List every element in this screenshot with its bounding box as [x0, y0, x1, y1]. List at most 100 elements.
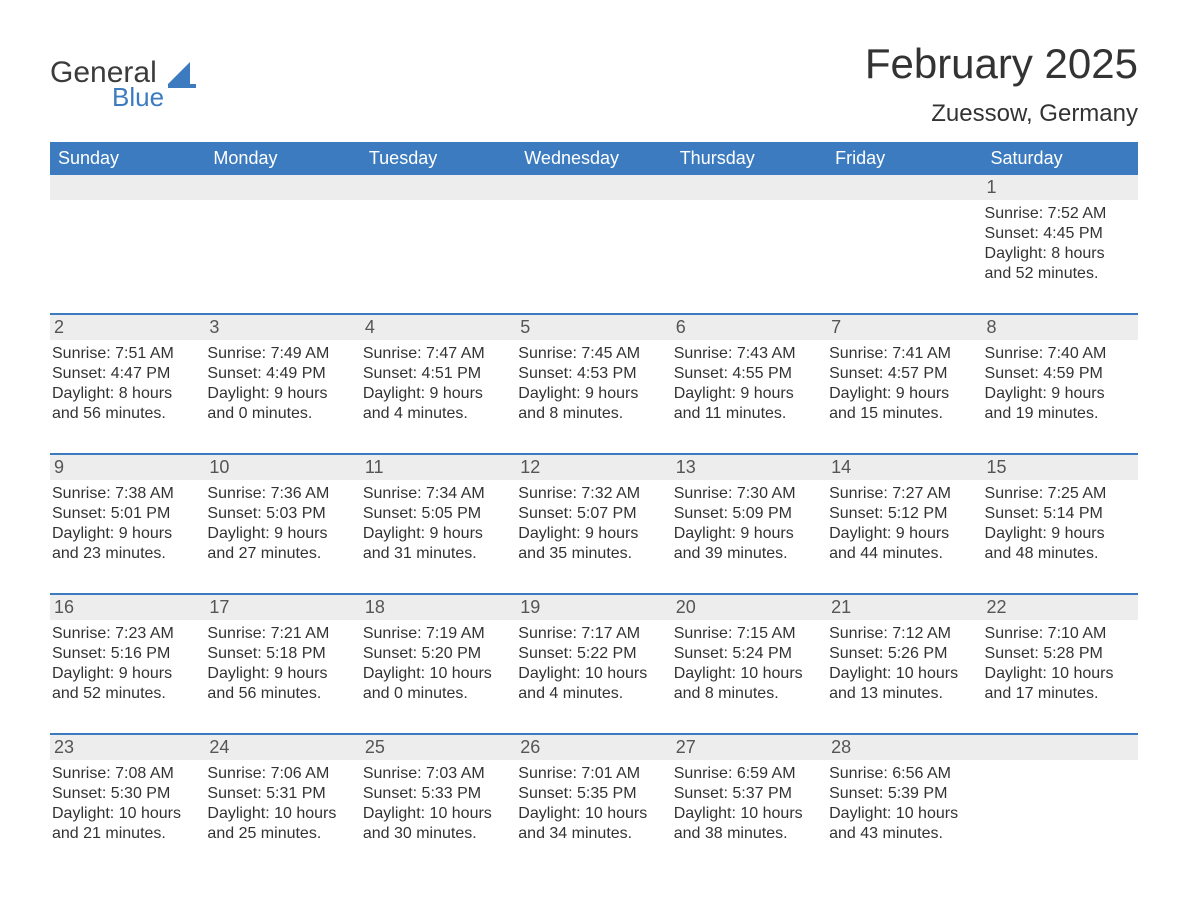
day-details: Sunrise: 7:51 AMSunset: 4:47 PMDaylight:…	[50, 344, 201, 424]
calendar-day: 20 Sunrise: 7:15 AMSunset: 5:24 PMDayligh…	[672, 595, 827, 715]
day-details: Sunrise: 7:41 AMSunset: 4:57 PMDaylight:…	[827, 344, 978, 424]
day-details: Sunrise: 7:12 AMSunset: 5:26 PMDaylight:…	[827, 624, 978, 704]
day-details: Sunrise: 7:01 AMSunset: 5:35 PMDaylight:…	[516, 764, 667, 844]
day-number: 19	[516, 595, 671, 620]
day-details: Sunrise: 7:38 AMSunset: 5:01 PMDaylight:…	[50, 484, 201, 564]
calendar-day: 14Sunrise: 7:27 AMSunset: 5:12 PMDayligh…	[827, 455, 982, 575]
calendar-day	[516, 175, 671, 295]
day-number	[361, 175, 516, 200]
calendar-day: 5 Sunrise: 7:45 AMSunset: 4:53 PMDaylight…	[516, 315, 671, 435]
day-number: 24	[205, 735, 360, 760]
calendar-day: 10 Sunrise: 7:36 AMSunset: 5:03 PMDayligh…	[205, 455, 360, 575]
calendar-day: 28 Sunrise: 6:56 AMSunset: 5:39 PMDayligh…	[827, 735, 982, 855]
calendar-day: 9Sunrise: 7:38 AMSunset: 5:01 PMDaylight…	[50, 455, 205, 575]
calendar-day: 19 Sunrise: 7:17 AMSunset: 5:22 PMDayligh…	[516, 595, 671, 715]
calendar-day: 12 Sunrise: 7:32 AMSunset: 5:07 PMDayligh…	[516, 455, 671, 575]
dow-tuesday: Tuesday	[361, 142, 516, 175]
calendar-day: 15 Sunrise: 7:25 AMSunset: 5:14 PMDayligh…	[983, 455, 1138, 575]
calendar-day	[827, 175, 982, 295]
calendar-day: 25Sunrise: 7:03 AMSunset: 5:33 PMDayligh…	[361, 735, 516, 855]
day-number: 2	[50, 315, 205, 340]
calendar-day: 24 Sunrise: 7:06 AMSunset: 5:31 PMDayligh…	[205, 735, 360, 855]
day-number: 5	[516, 315, 671, 340]
dow-thursday: Thursday	[672, 142, 827, 175]
calendar-day: 23 Sunrise: 7:08 AMSunset: 5:30 PMDayligh…	[50, 735, 205, 855]
day-details: Sunrise: 7:06 AMSunset: 5:31 PMDaylight:…	[205, 764, 356, 844]
day-details: Sunrise: 7:40 AMSunset: 4:59 PMDaylight:…	[983, 344, 1134, 424]
day-number: 26	[516, 735, 671, 760]
day-number: 22	[983, 595, 1138, 620]
dow-saturday: Saturday	[983, 142, 1138, 175]
day-number: 27	[672, 735, 827, 760]
day-details: Sunrise: 7:47 AMSunset: 4:51 PMDaylight:…	[361, 344, 512, 424]
day-number: 6	[672, 315, 827, 340]
calendar-day: 8 Sunrise: 7:40 AMSunset: 4:59 PMDaylight…	[983, 315, 1138, 435]
day-number	[827, 175, 982, 200]
day-details: Sunrise: 6:56 AMSunset: 5:39 PMDaylight:…	[827, 764, 978, 844]
day-number: 3	[205, 315, 360, 340]
day-number: 4	[361, 315, 516, 340]
calendar-day: 2 Sunrise: 7:51 AMSunset: 4:47 PMDaylight…	[50, 315, 205, 435]
page-title: February 2025	[865, 40, 1138, 88]
day-number	[50, 175, 205, 200]
location-label: Zuessow, Germany	[865, 100, 1138, 128]
weeks-container: 1Sunrise: 7:52 AMSunset: 4:45 PMDaylight…	[50, 175, 1138, 855]
calendar-day	[361, 175, 516, 295]
day-details: Sunrise: 7:36 AMSunset: 5:03 PMDaylight:…	[205, 484, 356, 564]
dow-wednesday: Wednesday	[516, 142, 671, 175]
calendar-grid: Sunday Monday Tuesday Wednesday Thursday…	[50, 142, 1138, 855]
day-number: 25	[361, 735, 516, 760]
day-number	[205, 175, 360, 200]
day-number: 11	[361, 455, 516, 480]
day-number: 14	[827, 455, 982, 480]
calendar-day: 4 Sunrise: 7:47 AMSunset: 4:51 PMDaylight…	[361, 315, 516, 435]
calendar-day: 11 Sunrise: 7:34 AMSunset: 5:05 PMDayligh…	[361, 455, 516, 575]
day-details: Sunrise: 7:25 AMSunset: 5:14 PMDaylight:…	[983, 484, 1134, 564]
day-details: Sunrise: 7:08 AMSunset: 5:30 PMDaylight:…	[50, 764, 201, 844]
dow-sunday: Sunday	[50, 142, 205, 175]
day-number	[983, 735, 1138, 760]
header-row: General Blue February 2025 Zuessow, Germ…	[50, 40, 1138, 128]
day-details: Sunrise: 7:34 AMSunset: 5:05 PMDaylight:…	[361, 484, 512, 564]
day-details: Sunrise: 7:32 AMSunset: 5:07 PMDaylight:…	[516, 484, 667, 564]
day-number: 17	[205, 595, 360, 620]
day-number: 28	[827, 735, 982, 760]
day-details: Sunrise: 7:19 AMSunset: 5:20 PMDaylight:…	[361, 624, 512, 704]
day-details: Sunrise: 7:49 AMSunset: 4:49 PMDaylight:…	[205, 344, 356, 424]
dow-monday: Monday	[205, 142, 360, 175]
calendar-day: 3 Sunrise: 7:49 AMSunset: 4:49 PMDaylight…	[205, 315, 360, 435]
day-details: Sunrise: 7:45 AMSunset: 4:53 PMDaylight:…	[516, 344, 667, 424]
calendar-day	[50, 175, 205, 295]
calendar-day	[672, 175, 827, 295]
day-of-week-header: Sunday Monday Tuesday Wednesday Thursday…	[50, 142, 1138, 175]
calendar-day: 18Sunrise: 7:19 AMSunset: 5:20 PMDayligh…	[361, 595, 516, 715]
title-block: February 2025 Zuessow, Germany	[865, 40, 1138, 128]
day-number: 13	[672, 455, 827, 480]
brand-logo: General Blue	[50, 58, 198, 110]
dow-friday: Friday	[827, 142, 982, 175]
day-details: Sunrise: 7:17 AMSunset: 5:22 PMDaylight:…	[516, 624, 667, 704]
calendar-day: 6 Sunrise: 7:43 AMSunset: 4:55 PMDaylight…	[672, 315, 827, 435]
calendar-day	[983, 735, 1138, 855]
calendar-day: 22Sunrise: 7:10 AMSunset: 5:28 PMDayligh…	[983, 595, 1138, 715]
calendar-day: 17Sunrise: 7:21 AMSunset: 5:18 PMDayligh…	[205, 595, 360, 715]
calendar-week: 9Sunrise: 7:38 AMSunset: 5:01 PMDaylight…	[50, 453, 1138, 575]
day-number: 12	[516, 455, 671, 480]
day-number	[672, 175, 827, 200]
day-number	[516, 175, 671, 200]
day-number: 20	[672, 595, 827, 620]
day-number: 8	[983, 315, 1138, 340]
day-number: 23	[50, 735, 205, 760]
day-details: Sunrise: 7:30 AMSunset: 5:09 PMDaylight:…	[672, 484, 823, 564]
day-number: 21	[827, 595, 982, 620]
day-number: 15	[983, 455, 1138, 480]
day-details: Sunrise: 7:15 AMSunset: 5:24 PMDaylight:…	[672, 624, 823, 704]
calendar-day: 27Sunrise: 6:59 AMSunset: 5:37 PMDayligh…	[672, 735, 827, 855]
day-details: Sunrise: 7:43 AMSunset: 4:55 PMDaylight:…	[672, 344, 823, 424]
calendar-day: 1Sunrise: 7:52 AMSunset: 4:45 PMDaylight…	[983, 175, 1138, 295]
day-number: 10	[205, 455, 360, 480]
sail-icon	[168, 62, 198, 93]
day-number: 16	[50, 595, 205, 620]
calendar-week: 16Sunrise: 7:23 AMSunset: 5:16 PMDayligh…	[50, 593, 1138, 715]
calendar-day	[205, 175, 360, 295]
